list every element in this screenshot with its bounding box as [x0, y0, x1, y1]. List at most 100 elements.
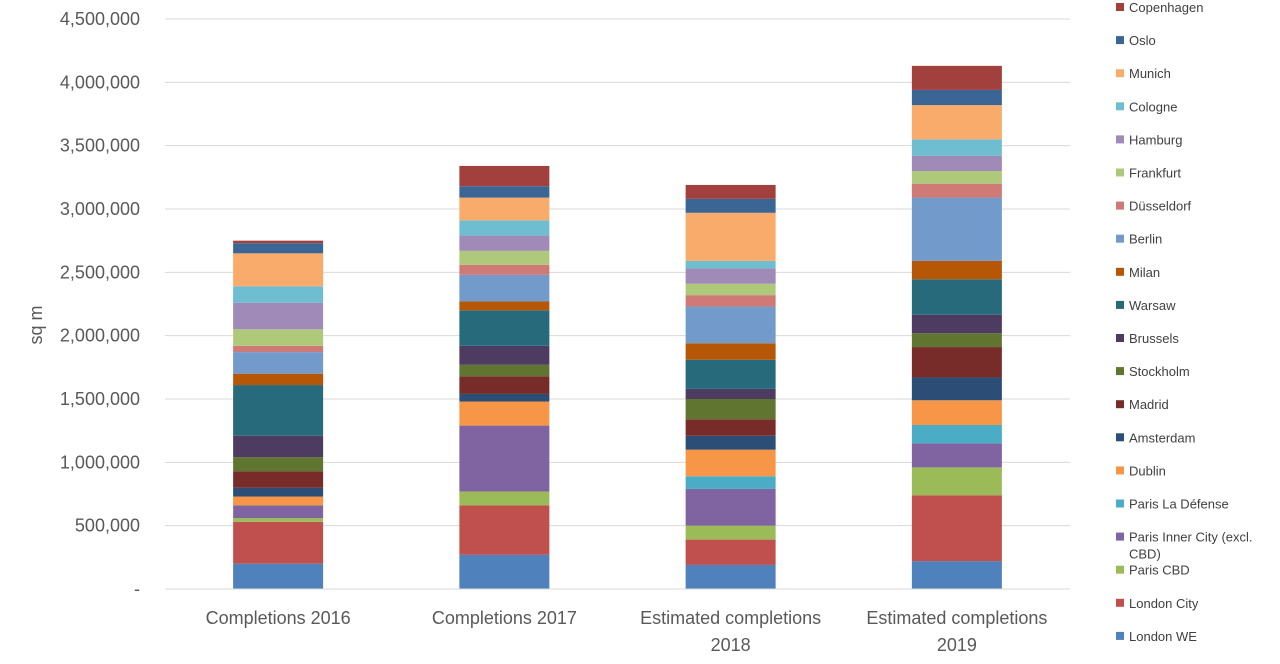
legend-label: London City: [1129, 596, 1199, 611]
legend-item: Paris Inner City (excl. CBD): [1116, 530, 1253, 562]
bar-segment: [911, 139, 1002, 156]
bar-segment: [459, 310, 550, 346]
legend-swatch: [1116, 135, 1124, 144]
bar-segment: [685, 343, 776, 360]
bar-segment: [459, 554, 550, 589]
y-tick-label: 1,500,000: [60, 389, 140, 409]
bar-segment: [911, 314, 1002, 334]
legend-label: Paris La Défense: [1129, 497, 1229, 512]
legend-swatch: [1116, 267, 1124, 276]
legend-swatch: [1116, 499, 1124, 508]
legend-item: Oslo: [1116, 33, 1156, 48]
legend-item: Hamburg: [1116, 132, 1182, 147]
legend-label: London WE: [1129, 629, 1197, 644]
x-category-label: Completions 2017: [432, 608, 577, 628]
bars: [233, 65, 1002, 589]
x-category-label: Completions 2016: [206, 608, 351, 628]
x-axis-categories: Completions 2016 Completions 2017 Estimate…: [206, 608, 1048, 655]
bar-segment: [685, 399, 776, 420]
bar-segment: [685, 359, 776, 389]
bar-segment: [233, 286, 324, 303]
legend-swatch: [1116, 631, 1124, 640]
bar-segment: [685, 283, 776, 296]
bar-segment: [911, 171, 1002, 184]
legend-label: Düsseldorf: [1129, 199, 1192, 214]
bar-segment: [911, 467, 1002, 496]
bar-segment: [233, 352, 324, 374]
legend-item: Paris La Défense: [1116, 497, 1229, 512]
legend-swatch: [1116, 400, 1124, 409]
bar-segment: [459, 393, 550, 402]
legend-label: Hamburg: [1129, 132, 1182, 147]
legend-label: Paris CBD: [1129, 563, 1190, 578]
bar-segment: [233, 563, 324, 589]
bar-segment: [685, 525, 776, 540]
bar-segment: [233, 253, 324, 287]
bar-segment: [233, 243, 324, 254]
bar-segment: [685, 184, 776, 199]
y-tick-label: 3,000,000: [60, 199, 140, 219]
y-tick-label: 500,000: [75, 516, 140, 536]
bar-segment: [685, 260, 776, 269]
legend-label: Warsaw: [1129, 298, 1176, 313]
bar-segment: [459, 235, 550, 251]
bar-segment: [459, 197, 550, 221]
legend-item: Copenhagen: [1116, 0, 1203, 15]
bar-segment: [911, 65, 1002, 90]
legend-swatch: [1116, 300, 1124, 309]
bar-segment: [911, 155, 1002, 171]
bar-segment: [233, 496, 324, 506]
bar-segment: [233, 435, 324, 458]
bar-segment: [459, 491, 550, 506]
legend-item: Dublin: [1116, 463, 1166, 478]
bar-segment: [459, 274, 550, 302]
bar-segment: [233, 373, 324, 386]
bar-segment: [911, 183, 1002, 198]
y-tick-label: 2,000,000: [60, 326, 140, 346]
legend-item: Amsterdam: [1116, 430, 1195, 445]
legend-item: Düsseldorf: [1116, 199, 1192, 214]
bar-segment: [685, 295, 776, 307]
bar-segment: [685, 388, 776, 399]
bar-segment: [233, 345, 324, 353]
bar-segment: [911, 89, 1002, 106]
legend-item: Madrid: [1116, 397, 1169, 412]
bar-segment: [685, 449, 776, 477]
legend-swatch: [1116, 367, 1124, 376]
bar-segment: [685, 268, 776, 284]
y-axis-ticks: - 500,000 1,000,000 1,500,000 2,000,000 2,500…: [60, 9, 140, 599]
bar-segment: [459, 425, 550, 492]
bar-segment: [459, 165, 550, 187]
bar-segment: [685, 306, 776, 344]
legend-label: Berlin: [1129, 232, 1162, 247]
bar-segment: [233, 385, 324, 436]
bar-segment: [911, 260, 1002, 280]
bar-segment: [459, 401, 550, 426]
bar-segment: [233, 487, 324, 497]
legend-label: Copenhagen: [1129, 0, 1203, 15]
bar-segment: [685, 435, 776, 450]
x-category-label: Estimated completions 2019: [866, 608, 1047, 655]
legend-item: Milan: [1116, 265, 1160, 280]
bar-segment: [459, 264, 550, 275]
legend-item: Warsaw: [1116, 298, 1176, 313]
legend-item: Stockholm: [1116, 364, 1190, 379]
bar-segment: [459, 220, 550, 236]
bar-segment: [911, 105, 1002, 140]
bar-segment: [911, 400, 1002, 425]
bar-segment: [685, 476, 776, 489]
legend-label: Dublin: [1129, 463, 1166, 478]
legend-swatch: [1116, 334, 1124, 342]
legend-item: Cologne: [1116, 99, 1177, 114]
legend-label: Munich: [1129, 66, 1171, 81]
legend-swatch: [1116, 3, 1124, 11]
legend-swatch: [1116, 36, 1124, 45]
y-axis-label: sq m: [26, 305, 46, 344]
bar-segment: [233, 240, 324, 244]
bar-segment: [233, 329, 324, 346]
legend-swatch: [1116, 234, 1124, 243]
bar-segment: [911, 495, 1002, 562]
legend-label: Brussels: [1129, 331, 1179, 346]
legend-swatch: [1116, 466, 1124, 475]
